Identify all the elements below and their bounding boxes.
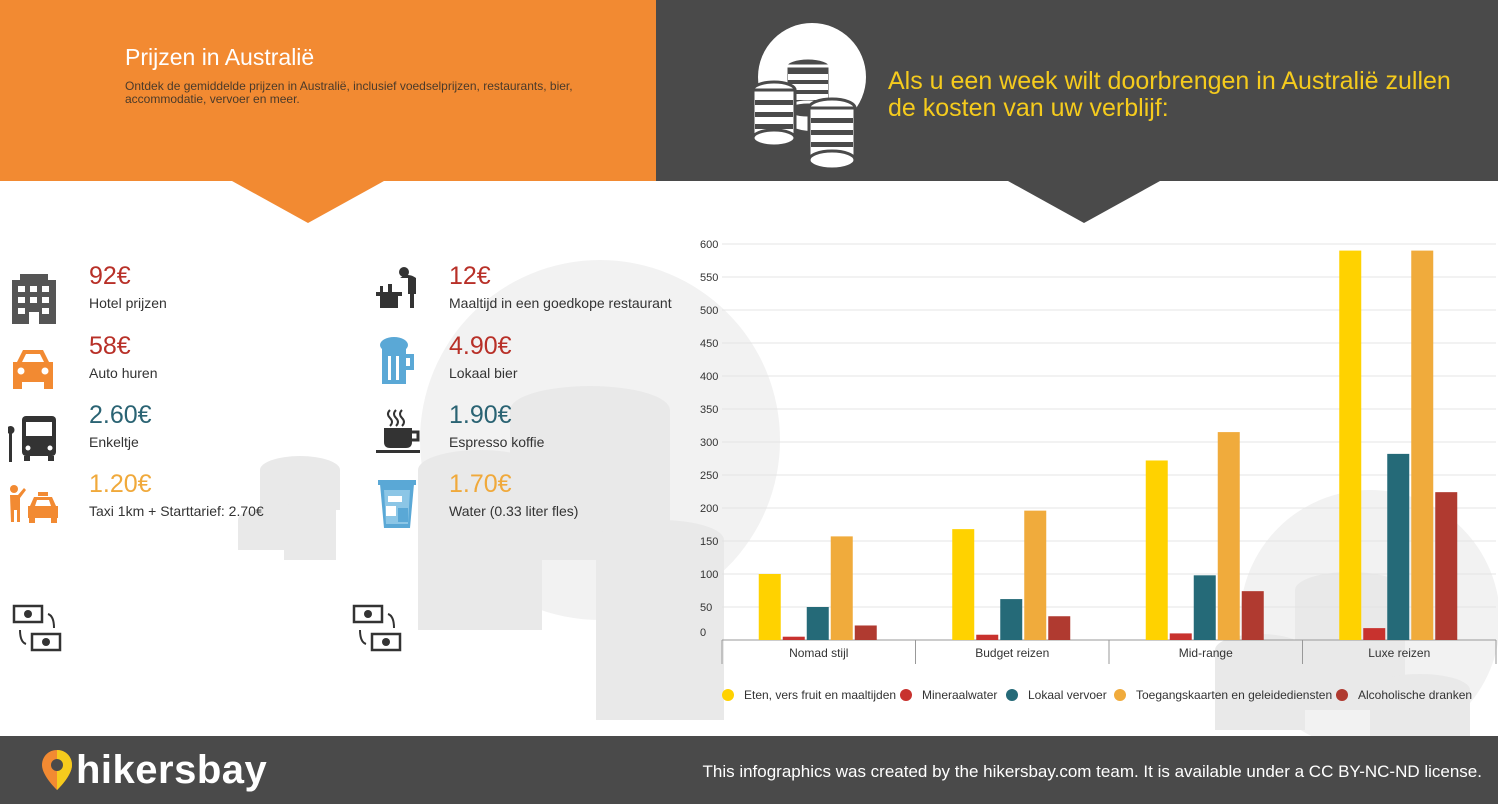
beer-icon	[380, 337, 414, 384]
bar	[1000, 599, 1023, 640]
header-left-pointer	[232, 181, 384, 223]
header-left-banner	[0, 0, 656, 181]
price-item-taxi: 1.20€ Taxi 1km + Starttarief: 2.70€	[89, 470, 264, 519]
x-tick-label: Luxe reizen	[1368, 646, 1430, 660]
y-tick-label: 200	[700, 503, 718, 515]
legend-marker	[1114, 689, 1126, 701]
price-value: 12€	[449, 262, 491, 290]
weekly-cost-bar-chart: 0 50 100 150 200 250 300 350 400 450 500 550 600 Noma…	[700, 239, 1497, 702]
price-item-beer: 4.90€ Lokaal bier	[449, 332, 518, 381]
price-label: Auto huren	[89, 365, 158, 381]
price-item-hotel: 92€ Hotel prijzen	[89, 262, 167, 311]
bar	[1193, 575, 1216, 640]
taxi-icon	[10, 485, 58, 523]
coins-stack-icon	[751, 23, 866, 171]
price-item-single-ticket: 2.60€ Enkeltje	[89, 401, 152, 450]
legend-marker	[722, 689, 734, 701]
legend-marker	[1336, 689, 1348, 701]
bar	[1241, 591, 1264, 640]
price-value: 4.90€	[449, 332, 512, 360]
coffee-icon	[376, 409, 420, 453]
water-icon	[378, 480, 416, 528]
y-tick-label: 350	[700, 404, 718, 416]
price-value: 1.70€	[449, 470, 512, 498]
price-value: 1.20€	[89, 470, 152, 498]
footer-bar	[0, 736, 1498, 804]
price-item-meal: 12€ Maaltijd in een goedkope restaurant	[449, 262, 672, 311]
bar	[854, 625, 877, 640]
price-item-car-rental: 58€ Auto huren	[89, 332, 158, 381]
hikersbay-logo: hikersbay	[76, 748, 268, 792]
price-item-water: 1.70€ Water (0.33 liter fles)	[449, 470, 578, 519]
currency-exchange-icon	[12, 604, 62, 652]
y-tick-label: 550	[700, 272, 718, 284]
x-tick-label: Mid-range	[1179, 646, 1233, 660]
y-tick-label: 0	[700, 627, 706, 639]
legend-label: Alcoholische dranken	[1358, 688, 1472, 702]
y-tick-label: 400	[700, 371, 718, 383]
bar	[1048, 616, 1071, 640]
bar	[1339, 250, 1362, 640]
bar	[1217, 432, 1240, 640]
car-icon	[13, 350, 53, 389]
y-tick-label: 500	[700, 305, 718, 317]
bar	[830, 536, 853, 640]
y-tick-label: 600	[700, 239, 718, 251]
bar	[976, 634, 999, 640]
legend-label: Toegangskaarten en geleidediensten	[1136, 688, 1332, 702]
price-label: Maaltijd in een goedkope restaurant	[449, 295, 672, 311]
bar	[758, 574, 781, 640]
restaurant-icon	[376, 267, 416, 308]
y-tick-label: 250	[700, 470, 718, 482]
price-item-espresso: 1.90€ Espresso koffie	[449, 401, 544, 450]
x-tick-label: Budget reizen	[975, 646, 1049, 660]
license-text: This infographics was created by the hik…	[702, 762, 1482, 781]
bar	[1435, 492, 1458, 640]
page-title: Prijzen in Australië	[125, 44, 315, 70]
legend-marker	[900, 689, 912, 701]
bar	[1024, 510, 1047, 640]
price-value: 58€	[89, 332, 131, 360]
price-label: Hotel prijzen	[89, 295, 167, 311]
x-tick-label: Nomad stijl	[789, 646, 848, 660]
bar	[952, 529, 975, 640]
price-label: Espresso koffie	[449, 434, 545, 450]
price-label: Water (0.33 liter fles)	[449, 503, 579, 519]
price-label: Lokaal bier	[449, 365, 518, 381]
price-value: 1.90€	[449, 401, 512, 429]
location-pin-logo-icon	[42, 750, 72, 790]
bar	[782, 636, 805, 640]
bar	[806, 607, 829, 640]
y-tick-label: 50	[700, 602, 712, 614]
hotel-icon	[12, 274, 56, 324]
currency-exchange-icon	[352, 604, 402, 652]
y-tick-label: 450	[700, 338, 718, 350]
headline: Als u een week wilt doorbrengen in Austr…	[888, 67, 1451, 122]
legend-label: Eten, vers fruit en maaltijden	[744, 688, 896, 702]
bar	[1145, 460, 1168, 640]
price-label: Taxi 1km + Starttarief: 2.70€	[89, 503, 264, 519]
y-tick-label: 100	[700, 569, 718, 581]
bar	[1363, 628, 1386, 640]
header-right-pointer	[1008, 181, 1160, 223]
y-tick-label: 300	[700, 437, 718, 449]
bar	[1169, 633, 1192, 640]
y-tick-label: 150	[700, 536, 718, 548]
price-label: Enkeltje	[89, 434, 139, 450]
price-value: 92€	[89, 262, 131, 290]
page-subtitle: Ontdek de gemiddelde prijzen in Australi…	[125, 79, 573, 106]
legend-label: Lokaal vervoer	[1028, 688, 1107, 702]
bar	[1387, 453, 1410, 640]
legend-marker	[1006, 689, 1018, 701]
bus-icon	[8, 416, 56, 462]
price-value: 2.60€	[89, 401, 152, 429]
bar	[1411, 250, 1434, 640]
legend-label: Mineraalwater	[922, 688, 997, 702]
